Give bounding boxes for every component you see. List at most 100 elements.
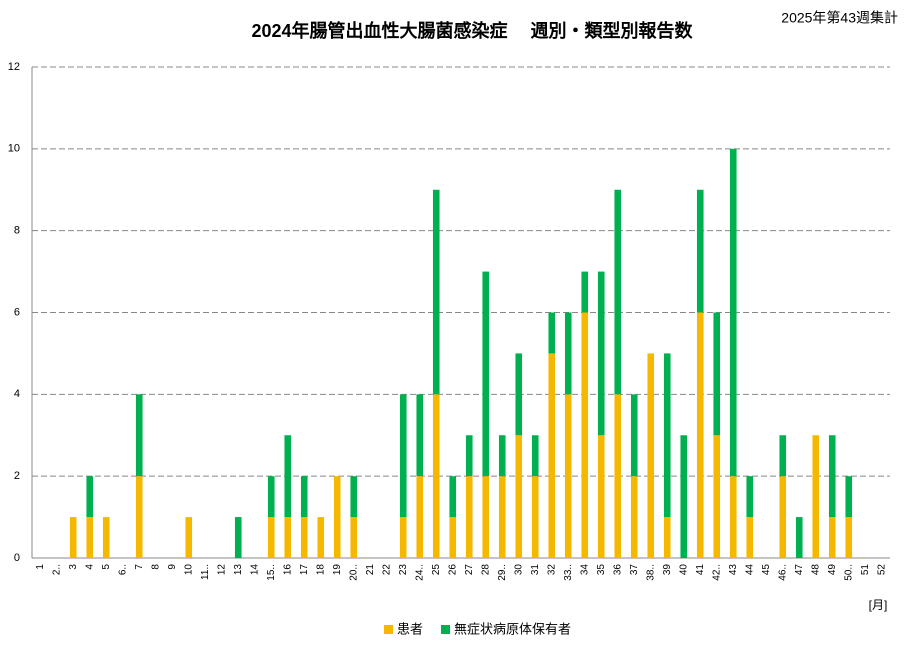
- x-tick-label: 5: [101, 564, 112, 570]
- x-tick-label: 41: [695, 564, 706, 576]
- legend-label: 患者: [397, 621, 423, 636]
- bar-segment: [482, 271, 490, 477]
- bar-segment: [267, 476, 275, 518]
- y-tick-label: 12: [8, 61, 20, 73]
- x-tick-label: 45: [761, 564, 772, 576]
- x-tick-label: 46..: [777, 564, 788, 581]
- x-tick-label: 10: [183, 564, 194, 576]
- bar-segment: [350, 517, 358, 558]
- x-tick-label: 52: [876, 564, 887, 576]
- bar-segment: [647, 353, 655, 558]
- x-tick-label: 15..: [266, 564, 277, 581]
- x-tick-label: 26: [447, 564, 458, 576]
- bar-segment: [581, 271, 589, 313]
- bar-segment: [86, 517, 94, 558]
- bar-segment: [713, 312, 721, 436]
- x-tick-label: 23: [398, 564, 409, 576]
- x-tick-label: 27: [464, 564, 475, 576]
- bar-segment: [812, 435, 820, 558]
- bar-segment: [696, 312, 704, 558]
- bar-segment: [284, 517, 292, 558]
- bar-segment: [69, 517, 77, 558]
- bar-segment: [449, 476, 457, 518]
- bar-segment: [845, 476, 853, 518]
- x-tick-label: 12: [216, 564, 227, 576]
- bar-segment: [680, 435, 688, 558]
- x-tick-label: 43: [728, 564, 739, 576]
- x-tick-label: 34: [579, 564, 590, 576]
- bar-segment: [663, 517, 671, 558]
- bar-segment: [102, 517, 110, 558]
- bar-segment: [845, 517, 853, 558]
- bar-segment: [234, 517, 242, 558]
- x-tick-label: 22: [381, 564, 392, 576]
- bar-segment: [267, 517, 275, 558]
- x-tick-label: 35: [596, 564, 607, 576]
- bar-segment: [515, 435, 523, 558]
- x-tick-label: 3: [68, 564, 79, 570]
- bar-segment: [779, 476, 787, 558]
- bar-segment: [432, 394, 440, 558]
- x-tick-label: 11..: [200, 564, 211, 580]
- y-tick-label: 4: [14, 388, 20, 400]
- x-tick-label: 49: [827, 564, 838, 576]
- bar-segment: [746, 517, 754, 558]
- x-tick-label: 29..: [497, 564, 508, 581]
- bar-segment: [531, 435, 539, 477]
- x-tick-label: 50..: [843, 564, 854, 581]
- x-tick-label: 47: [794, 564, 805, 576]
- bar-segment: [531, 476, 539, 558]
- y-tick-label: 8: [14, 225, 20, 237]
- bar-segment: [86, 476, 94, 518]
- x-tick-label: 36: [612, 564, 623, 576]
- bar-segment: [564, 312, 572, 395]
- x-tick-label: 25: [431, 564, 442, 576]
- bar-segment: [399, 517, 407, 558]
- bar-segment: [432, 189, 440, 395]
- x-tick-label: 48: [810, 564, 821, 576]
- bar-segment: [135, 394, 143, 477]
- bar-segment: [300, 517, 308, 558]
- bar-segment: [597, 271, 605, 436]
- bar-segment: [614, 189, 622, 395]
- x-tick-label: 18: [315, 564, 326, 576]
- x-tick-label: 32: [546, 564, 557, 576]
- bar-segment: [465, 435, 473, 477]
- bar-segment: [300, 476, 308, 518]
- y-tick-label: 0: [14, 552, 20, 564]
- x-tick-label: 24..: [414, 564, 425, 581]
- bar-segment: [663, 353, 671, 518]
- bar-segment: [317, 517, 325, 558]
- x-tick-label: 8: [150, 564, 161, 570]
- bar-segment: [795, 517, 803, 558]
- bar-segment: [185, 517, 193, 558]
- x-axis-label: [月]: [869, 598, 888, 612]
- x-tick-label: 30: [513, 564, 524, 576]
- bar-segment: [564, 394, 572, 558]
- bar-segment: [515, 353, 523, 436]
- x-tick-label: 14: [249, 564, 260, 576]
- x-tick-label: 2..: [51, 564, 62, 575]
- legend-swatch: [441, 625, 451, 634]
- bar-segment: [597, 435, 605, 558]
- bar-segment: [713, 435, 721, 558]
- bar-segment: [350, 476, 358, 518]
- y-tick-label: 2: [14, 470, 20, 482]
- x-tick-label: 9: [167, 564, 178, 570]
- legend-swatch: [384, 625, 393, 634]
- x-tick-label: 38..: [645, 564, 656, 581]
- bar-segment: [449, 517, 457, 558]
- x-tick-label: 21: [365, 564, 376, 576]
- bar-segment: [498, 476, 506, 558]
- x-tick-label: 31: [530, 564, 541, 576]
- x-tick-label: 37: [629, 564, 640, 576]
- bar-segment: [581, 312, 589, 558]
- chart-subtitle: 2025年第43週集計: [781, 10, 898, 26]
- bar-segment: [779, 435, 787, 477]
- y-tick-label: 10: [8, 143, 20, 155]
- x-tick-label: 16: [282, 564, 293, 576]
- bar-segment: [416, 476, 424, 558]
- bar-segment: [630, 394, 638, 477]
- bar-segment: [284, 435, 292, 518]
